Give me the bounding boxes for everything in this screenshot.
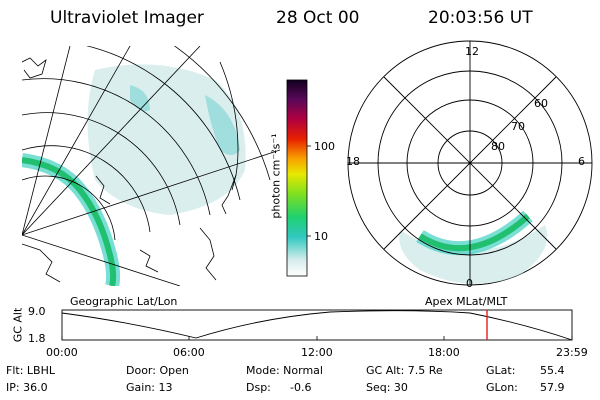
altitude-curve	[61, 310, 573, 341]
colorbar-tick-10: 10	[314, 230, 328, 243]
x-tick-2359: 23:59	[556, 346, 588, 359]
gc-alt-axis-label: GC Alt	[11, 307, 25, 343]
polar-plot	[347, 40, 593, 286]
lat-label-80: 80	[491, 140, 505, 153]
geographic-map	[22, 46, 280, 286]
apex-title: Apex MLat/MLT	[425, 295, 508, 308]
colorbar-ticks	[307, 145, 311, 237]
info-mode: Mode: Normal	[246, 364, 323, 377]
map-coastlines	[22, 57, 239, 283]
info-door: Door: Open	[126, 364, 189, 377]
timeline-panel	[61, 309, 573, 341]
x-tick-1800: 18:00	[428, 346, 460, 359]
mlt-label-12: 12	[465, 45, 479, 58]
map-grid	[22, 46, 280, 286]
info-flt: Flt: LBHL	[6, 364, 55, 377]
info-dsp-value: -0.6	[290, 381, 312, 394]
mlt-label-6: 6	[578, 155, 585, 168]
polar-diffuse-emission	[399, 225, 548, 284]
lat-label-70: 70	[511, 120, 525, 133]
colorbar-tick-100: 100	[314, 140, 335, 153]
info-seq: Seq: 30	[366, 381, 408, 394]
info-glat-label: GLat:	[486, 364, 516, 377]
info-gc-alt: GC Alt: 7.5 Re	[366, 364, 443, 377]
info-glon-value: 57.9	[540, 381, 565, 394]
instrument-title: Ultraviolet Imager	[50, 8, 204, 28]
y-tick-1-8: 1.8	[28, 332, 46, 345]
timeline-ticks	[61, 336, 573, 340]
x-tick-0600: 06:00	[173, 346, 205, 359]
polar-grid	[348, 41, 592, 285]
info-ip: IP: 36.0	[6, 381, 48, 394]
info-gain: Gain: 13	[126, 381, 173, 394]
geographic-title: Geographic Lat/Lon	[70, 295, 178, 308]
mlt-label-18: 18	[346, 155, 360, 168]
date-label: 28 Oct 00	[276, 8, 360, 28]
info-glon-label: GLon:	[486, 381, 518, 394]
map-auroral-arc	[22, 153, 121, 286]
info-dsp-label: Dsp:	[246, 381, 271, 394]
time-label: 20:03:56 UT	[428, 8, 533, 28]
x-tick-1200: 12:00	[301, 346, 333, 359]
mlt-label-0: 0	[466, 277, 473, 290]
y-tick-9: 9.0	[28, 305, 46, 318]
colorbar-gradient	[286, 79, 308, 277]
map-diffuse-emission	[87, 64, 246, 215]
lat-label-60: 60	[534, 97, 548, 110]
colorbar-unit-label: photon cm⁻²s⁻¹	[269, 133, 283, 219]
info-glat-value: 55.4	[540, 364, 565, 377]
x-tick-0000: 00:00	[46, 346, 78, 359]
